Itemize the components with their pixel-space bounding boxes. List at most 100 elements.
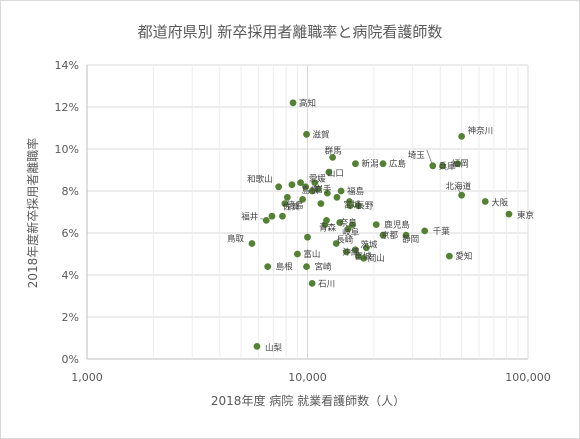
data-point xyxy=(317,200,325,208)
data-label: 岡山 xyxy=(368,253,385,264)
data-label: 岐阜 xyxy=(342,227,360,238)
data-label: 広島 xyxy=(389,159,407,170)
data-label: 佐賀 xyxy=(283,202,301,213)
data-point xyxy=(439,162,447,170)
data-label: 愛知 xyxy=(455,251,472,262)
data-label: 鳥取 xyxy=(227,234,245,245)
y-axis-title: 2018年度新卒採用者離職率 xyxy=(25,138,40,289)
y-tick-label: 12% xyxy=(55,101,79,114)
data-point xyxy=(294,250,301,258)
data-point xyxy=(308,187,316,195)
y-tick-label: 8% xyxy=(62,185,79,198)
data-point xyxy=(363,244,370,252)
data-label: 長野 xyxy=(356,202,374,212)
data-point xyxy=(458,191,466,199)
gridlines xyxy=(86,64,529,360)
data-point xyxy=(262,217,270,224)
data-point xyxy=(304,233,311,241)
data-label: 鹿児島 xyxy=(384,220,410,231)
data-label: 京都 xyxy=(381,230,399,241)
data-point xyxy=(325,168,333,176)
chart-title: 都道府県別 新卒採用者離職率と病院看護師数 xyxy=(138,23,443,41)
data-label: 富山 xyxy=(303,249,320,260)
data-label: 島根 xyxy=(302,185,320,196)
data-label: 高知 xyxy=(299,98,316,109)
data-point xyxy=(379,160,387,168)
data-point xyxy=(288,181,296,189)
data-point xyxy=(299,196,306,203)
data-label: 東京 xyxy=(517,210,534,221)
data-label: 岩手 xyxy=(314,184,332,195)
x-axis-ticks: 1,000 10,000 100,000 xyxy=(71,371,551,384)
data-point xyxy=(281,200,289,208)
data-point xyxy=(360,254,368,262)
data-point xyxy=(379,231,387,239)
data-point xyxy=(481,198,489,205)
data-point xyxy=(352,246,359,254)
data-point xyxy=(344,225,352,233)
data-point xyxy=(337,187,345,195)
data-point xyxy=(279,212,286,220)
data-point xyxy=(311,179,319,187)
data-points xyxy=(248,99,513,350)
data-point xyxy=(429,162,437,170)
y-tick-label: 2% xyxy=(62,311,79,324)
data-point xyxy=(283,193,291,201)
data-point xyxy=(349,221,356,229)
data-point xyxy=(297,179,304,187)
data-point xyxy=(303,263,310,270)
data-label: 北海道 xyxy=(446,181,472,192)
y-tick-label: 10% xyxy=(55,143,79,156)
data-label: 島根 xyxy=(276,262,294,273)
data-point xyxy=(336,219,344,226)
data-point xyxy=(332,240,340,247)
data-point xyxy=(354,202,362,210)
data-label: 奈良 xyxy=(340,218,358,229)
data-label: 福島 xyxy=(347,186,365,197)
y-tick-label: 0% xyxy=(62,353,79,366)
data-point xyxy=(445,252,453,260)
data-point xyxy=(352,160,359,168)
data-point xyxy=(421,227,429,235)
data-point xyxy=(329,154,337,161)
data-point xyxy=(454,160,462,168)
data-label: 群馬 xyxy=(325,145,342,156)
data-point xyxy=(372,221,380,229)
data-label: 新潟 xyxy=(361,159,379,170)
data-point xyxy=(302,183,309,191)
data-point xyxy=(402,231,410,239)
x-tick-label: 100,000 xyxy=(505,371,551,384)
data-label: 山梨 xyxy=(265,342,283,353)
x-tick-label: 1,000 xyxy=(71,371,103,384)
y-tick-label: 6% xyxy=(62,227,79,240)
data-label: 福岡 xyxy=(452,159,469,170)
data-label: 滋賀 xyxy=(313,129,331,140)
y-tick-label: 4% xyxy=(62,269,79,282)
data-point xyxy=(308,280,316,287)
data-point xyxy=(458,133,466,140)
data-label: 福井 xyxy=(241,211,258,222)
data-label: 宮崎 xyxy=(315,262,333,273)
data-point xyxy=(303,130,310,138)
y-tick-label: 14% xyxy=(55,59,79,72)
data-label: 千葉 xyxy=(433,226,451,237)
x-tick-label: 10,000 xyxy=(288,371,327,384)
data-label: 石川 xyxy=(318,279,335,289)
data-label: 宮城 xyxy=(343,200,361,211)
data-label: 愛媛 xyxy=(309,174,327,185)
data-point xyxy=(354,252,362,260)
data-label: 宮城 xyxy=(354,251,372,262)
x-axis-title: 2018年度 病院 就業看護師数（人） xyxy=(211,393,405,408)
data-label: 山口 xyxy=(327,168,344,179)
data-point xyxy=(268,212,276,220)
data-label: 神奈川 xyxy=(468,125,494,136)
data-label: 埼玉 xyxy=(408,150,426,161)
data-point xyxy=(346,202,354,210)
y-axis-ticks: 0% 2% 4% 6% 8% 10% 12% 14% xyxy=(55,59,79,366)
data-point xyxy=(333,193,341,201)
data-label: 兵庫 xyxy=(439,161,457,172)
data-point xyxy=(248,240,256,247)
